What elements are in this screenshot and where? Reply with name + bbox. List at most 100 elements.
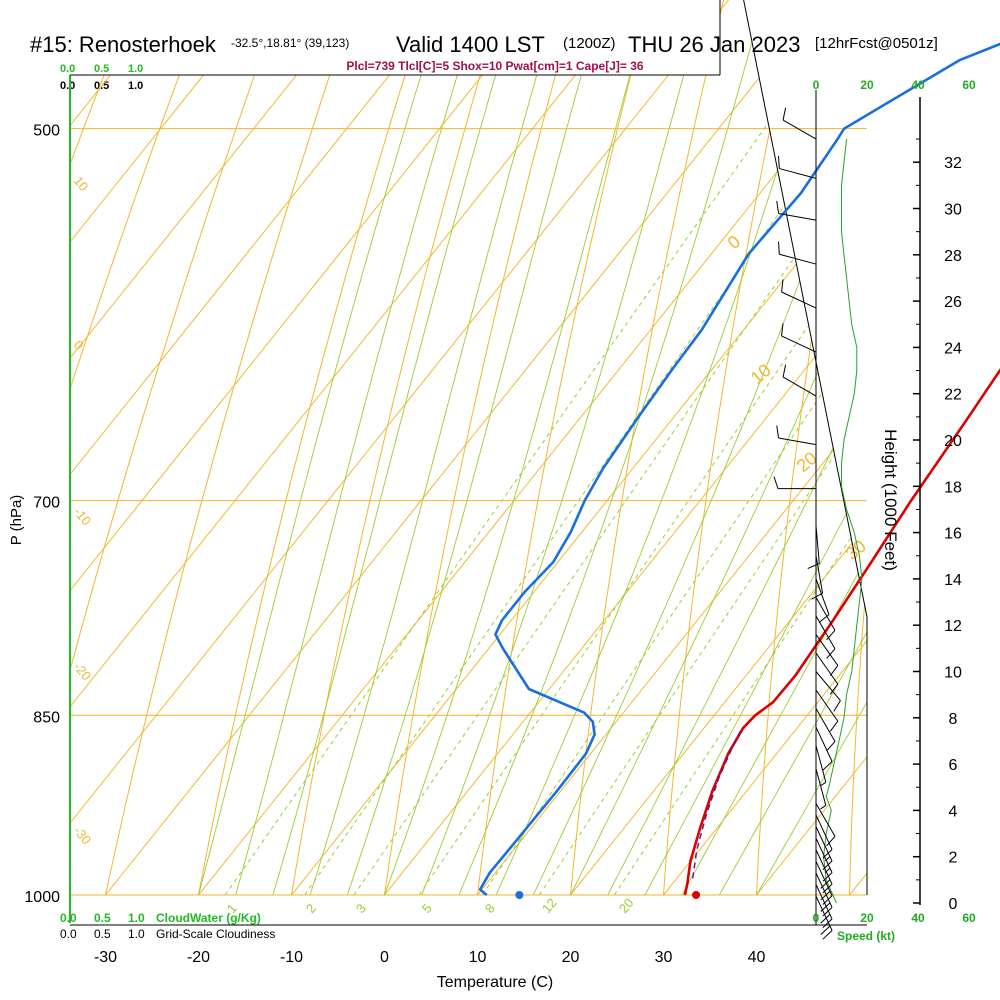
isotherm-label: 20 (793, 448, 821, 476)
mixing-ratio-label: 2 (303, 901, 319, 916)
forecast-run: [12hrFcst@0501z] (815, 35, 938, 52)
height-tick-label: 32 (944, 155, 962, 172)
temperature-tick-label: -10 (280, 949, 303, 966)
height-tick-label: 2 (949, 850, 958, 867)
wind-barb (815, 826, 833, 871)
wind-barb (815, 745, 827, 787)
cloud-tick-bot-0: 0.0 (60, 927, 77, 941)
moist-adiabat-line (235, 0, 701, 895)
wind-barb (815, 652, 839, 695)
wind-barb (815, 861, 833, 905)
moist-adiabat-line (495, 0, 867, 895)
isotherm-line (70, 0, 589, 895)
temperature-profile (683, 367, 1000, 896)
dry-adiabat-label: -30 (71, 823, 95, 847)
wind-barb (782, 364, 817, 397)
wind-barb (815, 615, 836, 659)
speed-label: Speed (kt) (837, 929, 895, 943)
temperature-tick-label: 0 (380, 949, 389, 966)
dry-adiabat-line (470, 0, 859, 895)
dry-adiabat-line (848, 0, 867, 895)
dew-point-surface-dot (515, 891, 524, 899)
temperature-tick-label: 30 (655, 949, 673, 966)
wind-barb (815, 578, 830, 623)
parcel-profile (691, 727, 743, 879)
height-tick-label: 28 (944, 248, 962, 265)
wind-barb (782, 107, 817, 140)
dry-adiabat-line (93, 0, 612, 895)
isotherm-line (291, 0, 867, 895)
dry-adiabat-line (70, 0, 426, 895)
speed-tick-bottom: 0 (813, 911, 820, 925)
speed-tick-bottom: 60 (962, 911, 976, 925)
height-axis-label: Height (1000 Feet) (881, 429, 900, 571)
moist-adiabat-line (644, 0, 867, 895)
moist-adiabat-line (756, 0, 867, 895)
wind-barb (815, 671, 841, 712)
mixing-ratio-label: 3 (353, 901, 369, 916)
wind-barb (815, 708, 836, 752)
dry-adiabat-line (70, 0, 550, 895)
speed-tick-bottom: 40 (911, 911, 925, 925)
dry-adiabat-line (187, 0, 674, 895)
speed-tick-bottom: 20 (860, 911, 874, 925)
wind-barb (781, 279, 817, 309)
moist-adiabat-line (607, 0, 867, 895)
wind-barb (815, 872, 833, 917)
height-tick-label: 16 (944, 526, 962, 543)
dry-adiabat-line (565, 0, 867, 895)
mixing-ratio-line (418, 0, 867, 895)
cloud-tick-bot-green-0: 0.0 (60, 911, 77, 925)
pressure-levels: 2503004005007008501000 (24, 123, 867, 906)
moist-adiabat-line (570, 0, 867, 895)
pressure-tick-label: 500 (33, 123, 60, 140)
cloud-tick-top-0: 0.0 (60, 80, 75, 92)
isotherm-line (570, 0, 867, 895)
cloudwater-label: CloudWater (g/Kg) (156, 911, 261, 925)
isotherm-line (70, 0, 867, 895)
dry-adiabat-label: -20 (71, 659, 95, 683)
temperature-tick-label: -20 (187, 949, 210, 966)
wind-barb (815, 634, 839, 677)
mixing-ratio-label: 8 (482, 901, 498, 916)
cloudiness-label: Grid-Scale Cloudiness (156, 927, 275, 941)
moist-adiabat-line (272, 0, 734, 895)
location-text: -32.5°,18.81° (39,123) (231, 36, 349, 50)
wind-barb (778, 155, 817, 179)
wind-barb (778, 241, 817, 265)
temperature-surface-dot (692, 891, 701, 899)
dry-adiabat-line (376, 0, 797, 895)
speed-tick-top: 60 (962, 78, 976, 92)
frame-slant (743, 0, 868, 618)
moist-adiabat-line (681, 0, 867, 895)
dry-adiabat-line (282, 0, 735, 895)
wind-speed-profile (823, 139, 863, 904)
mixing-ratio-label: 20 (616, 895, 637, 916)
dry-adiabat-label: -10 (71, 504, 95, 528)
moist-adiabat-line (421, 0, 867, 895)
wind-barb (773, 476, 816, 490)
cloud-tick-bot-green-1: 0.5 (94, 911, 111, 925)
cloud-tick-top-2: 1.0 (128, 80, 143, 92)
height-tick-label: 8 (949, 711, 958, 728)
wind-barb (815, 803, 836, 847)
isotherm-label: 10 (747, 360, 775, 388)
isotherm-line (477, 0, 867, 895)
temperature-tick-label: 40 (748, 949, 766, 966)
wind-barb (815, 837, 833, 882)
height-tick-label: 12 (944, 618, 962, 635)
moist-adiabat-line (718, 0, 867, 895)
temperature-tick-label: 20 (562, 949, 580, 966)
wind-barb (815, 726, 833, 771)
wind-barb (815, 895, 833, 940)
isotherm-line (70, 0, 867, 895)
height-tick-label: 18 (944, 479, 962, 496)
isotherm-line (384, 0, 867, 895)
cloud-tick-top-green-0: 0.0 (60, 63, 75, 75)
moist-adiabat-line (309, 0, 768, 895)
cloud-tick-top-green-2: 1.0 (128, 63, 143, 75)
height-tick-label: 4 (949, 803, 958, 820)
